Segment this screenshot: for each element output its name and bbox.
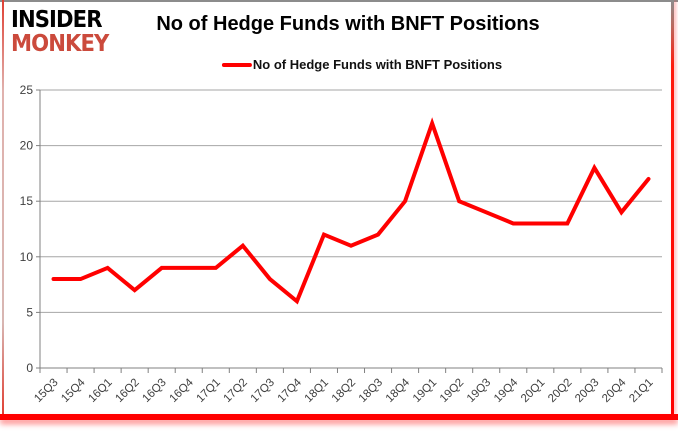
frame-border-top [0, 0, 678, 2]
x-tick-label: 20Q3 [573, 377, 601, 405]
x-tick-label: 17Q2 [222, 377, 250, 405]
insider-monkey-logo: INSIDER MONKEY [11, 8, 117, 56]
x-tick-label: 20Q4 [600, 376, 629, 405]
y-tick-label: 15 [20, 194, 34, 208]
x-tick-label: 17Q4 [276, 376, 305, 405]
x-tick-label: 16Q4 [167, 376, 196, 405]
y-tick-label: 5 [26, 305, 33, 319]
x-tick-label: 15Q3 [32, 377, 60, 405]
x-tick-label: 19Q3 [465, 377, 493, 405]
x-tick-label: 18Q1 [303, 377, 331, 405]
y-tick-label: 20 [20, 139, 34, 153]
x-tick-label: 16Q3 [140, 377, 168, 405]
y-tick-label: 0 [26, 361, 33, 375]
frame-border-bottom [0, 414, 678, 420]
x-tick-label: 20Q2 [546, 377, 574, 405]
x-tick-label: 17Q1 [195, 377, 223, 405]
x-tick-label: 16Q1 [86, 377, 114, 405]
logo-monkey-text: MONKEY [11, 31, 109, 57]
hedge-funds-data-line [51, 117, 651, 305]
y-tick-label: 25 [20, 83, 34, 97]
x-tick-label: 18Q2 [330, 377, 358, 405]
x-tick-label: 19Q4 [492, 376, 521, 405]
x-tick-label: 16Q2 [113, 377, 141, 405]
x-tick-label: 19Q1 [411, 377, 439, 405]
x-tick-label: 18Q3 [357, 377, 385, 405]
y-tick-label: 10 [20, 250, 34, 264]
legend-label: No of Hedge Funds with BNFT Positions [252, 57, 503, 72]
x-tick-label: 15Q4 [59, 376, 88, 405]
x-tick-label: 20Q1 [519, 377, 547, 405]
frame-border-right [671, 0, 674, 414]
logo-insider-text: INSIDER [11, 7, 102, 33]
legend-line-swatch [221, 62, 252, 67]
chart-title: No of Hedge Funds with BNFT Positions [156, 13, 540, 35]
x-tick-label: 21Q1 [627, 377, 655, 405]
x-tick-label: 18Q4 [384, 376, 413, 405]
frame-border-left [2, 0, 4, 414]
x-tick-label: 19Q2 [438, 377, 466, 405]
x-tick-label: 17Q3 [249, 377, 277, 405]
legend: No of Hedge Funds with BNFT Positions [221, 57, 503, 72]
